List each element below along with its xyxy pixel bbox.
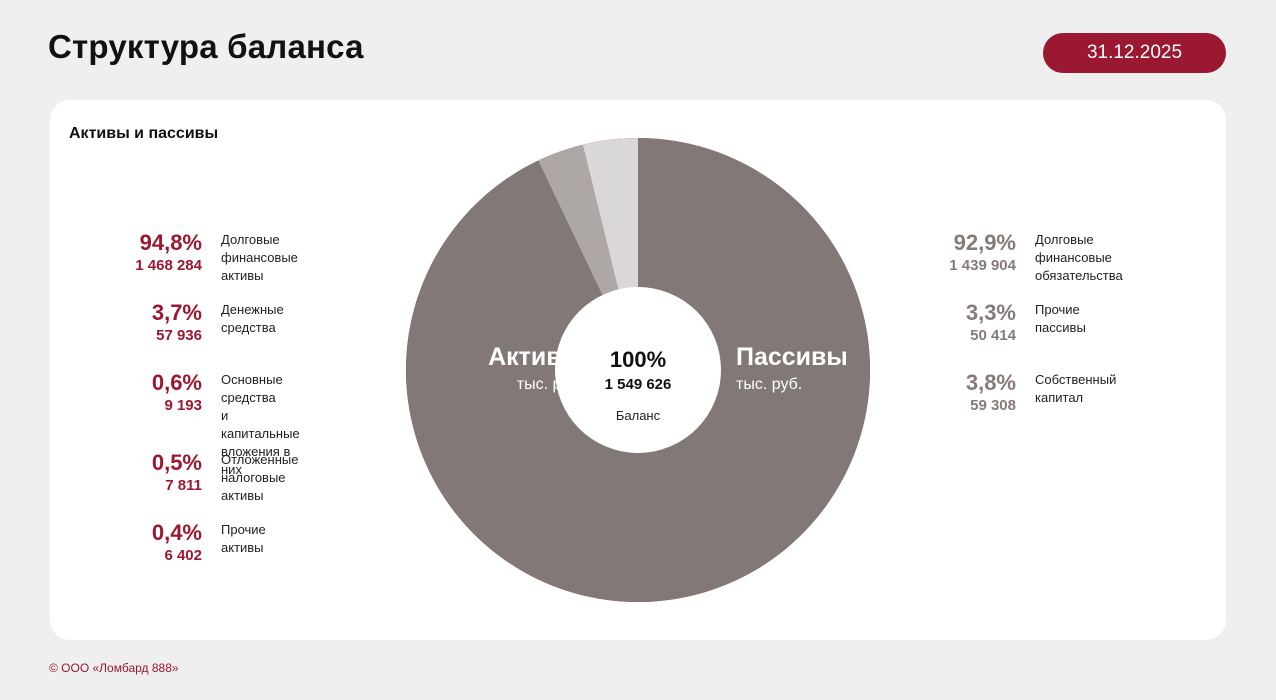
asset-pct: 0,4% (151, 520, 202, 545)
asset-pct: 0,5% (151, 450, 202, 475)
balance-card: Активы и пассивы 94,8% 1 468 284 Долговы… (50, 100, 1226, 640)
pie-center-hole (555, 287, 721, 453)
card-title: Активы и пассивы (69, 125, 219, 142)
asset-value: 9 193 (164, 397, 202, 414)
liability-label: Долговые финансовые обязательства (1035, 232, 1123, 283)
liability-pct: 3,8% (965, 370, 1016, 395)
asset-value: 7 811 (165, 477, 202, 494)
liability-value: 59 308 (970, 397, 1016, 414)
asset-label: Долговые финансовые активы (221, 232, 298, 283)
asset-pct: 3,7% (151, 300, 202, 325)
asset-pct: 94,8% (139, 230, 202, 255)
asset-label: Денежные средства (221, 302, 284, 335)
asset-value: 1 468 284 (135, 257, 202, 274)
center-label: Баланс (616, 408, 661, 423)
liability-value: 1 439 904 (949, 257, 1016, 274)
liabilities-pie-unit: тыс. руб. (736, 376, 802, 393)
liability-pct: 3,3% (965, 300, 1016, 325)
liability-pct: 92,9% (953, 230, 1016, 255)
liabilities-pie-label: Пассивы (736, 343, 848, 371)
center-pct: 100% (610, 347, 666, 372)
asset-label: Отложенные налоговые активы (221, 452, 299, 503)
assets-pie-unit: тыс. руб. (517, 376, 583, 393)
date-badge: 31.12.2025 (1043, 33, 1226, 73)
liability-value: 50 414 (970, 327, 1016, 344)
balance-pie-chart: 100% 1 549 626 Баланс Активы тыс. руб. П… (405, 138, 870, 602)
liability-label: Собственный капитал (1035, 372, 1117, 405)
asset-label: Основные средства и капитальные вложения… (221, 372, 300, 477)
asset-value: 6 402 (164, 547, 202, 564)
page-title: Структура баланса (48, 28, 364, 65)
liability-label: Прочие пассивы (1035, 302, 1086, 335)
asset-value: 57 936 (156, 327, 202, 344)
footer-copyright: © ООО «Ломбард 888» (49, 661, 179, 675)
asset-pct: 0,6% (151, 370, 202, 395)
asset-label: Прочие активы (221, 522, 266, 555)
assets-pie-label: Активы (488, 343, 583, 371)
center-value: 1 549 626 (605, 376, 672, 393)
